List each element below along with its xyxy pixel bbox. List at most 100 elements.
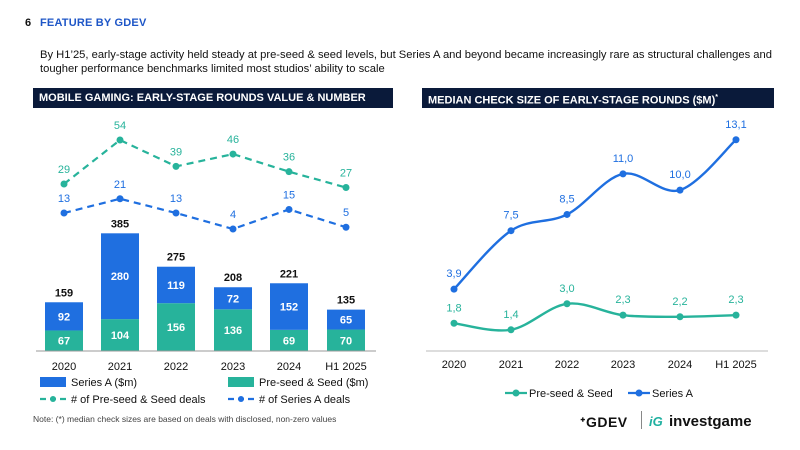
bar-label-series-a: 280 xyxy=(111,271,129,283)
bar-label-preseed: 70 xyxy=(340,335,352,347)
investgame-logo-mark: iG xyxy=(649,414,663,429)
point-label: 3,0 xyxy=(559,283,574,295)
point-label: 13 xyxy=(58,193,70,205)
investgame-logo: investgame xyxy=(669,413,752,430)
legend-marker-of-series-a-deals xyxy=(238,396,244,402)
point-pre-seed-seed xyxy=(676,313,684,321)
x-tick-label: 2022 xyxy=(164,361,188,373)
legend-label-of-series-a-deals: # of Series A deals xyxy=(259,394,351,406)
point-label: 2,3 xyxy=(615,294,630,306)
point-pre-seed-seed xyxy=(619,311,627,319)
x-tick-label: 2020 xyxy=(442,359,466,371)
point-series-a xyxy=(450,285,458,293)
point-series-a xyxy=(507,227,515,235)
point-label: 8,5 xyxy=(559,193,574,205)
point-of-pre-seed-seed-deals xyxy=(285,168,293,176)
point-label: 29 xyxy=(58,164,70,176)
legend-swatch-series-a-m xyxy=(40,377,66,387)
point-pre-seed-seed xyxy=(563,300,571,308)
point-label: 1,4 xyxy=(503,309,518,321)
bar-preseed-2021 xyxy=(101,319,139,351)
x-tick-label: 2024 xyxy=(668,359,692,371)
x-tick-label: 2022 xyxy=(555,359,579,371)
legend-marker-of-pre-seed-seed-deals xyxy=(50,396,56,402)
bar-label-series-a: 92 xyxy=(58,311,70,323)
point-of-pre-seed-seed-deals xyxy=(116,136,124,144)
footnote: Note: (*) median check sizes are based o… xyxy=(33,414,337,424)
summary-text: By H1’25, early-stage activity held stea… xyxy=(40,49,772,75)
bar-label-preseed: 67 xyxy=(58,336,70,348)
point-series-a xyxy=(676,186,684,194)
x-tick-label: 2020 xyxy=(52,361,76,373)
point-series-a xyxy=(732,136,740,144)
x-tick-label: 2021 xyxy=(108,361,132,373)
point-label: 7,5 xyxy=(503,210,518,222)
bar-series-a-2023 xyxy=(214,287,252,310)
bar-preseed-h1-2025 xyxy=(327,329,365,351)
point-of-pre-seed-seed-deals xyxy=(60,180,68,188)
legend-marker-pre-seed-seed xyxy=(512,389,520,397)
point-label: 54 xyxy=(114,120,126,132)
legend-label-pre-seed-seed-m: Pre-seed & Seed ($m) xyxy=(259,377,368,389)
bar-label-series-a: 72 xyxy=(227,293,239,305)
point-label: 15 xyxy=(283,189,295,201)
point-label: 46 xyxy=(227,134,239,146)
bar-label-preseed: 104 xyxy=(111,330,130,342)
bar-preseed-2024 xyxy=(270,329,308,351)
point-of-series-a-deals xyxy=(116,195,124,203)
point-label: 1,8 xyxy=(446,302,461,314)
gdev-logo: ᐩGDEV xyxy=(580,414,628,430)
legend-label-series-a: Series A xyxy=(652,388,694,400)
bar-series-a-2024 xyxy=(270,283,308,330)
bar-preseed-2020 xyxy=(45,330,83,351)
point-label: 5 xyxy=(343,207,349,219)
line-of-pre-seed-seed-deals xyxy=(63,138,347,189)
right-chart-title-mark: * xyxy=(715,94,718,101)
point-label: 11,0 xyxy=(613,153,634,165)
point-series-a xyxy=(619,170,627,178)
bar-label-series-a: 119 xyxy=(167,280,185,292)
point-label: 4 xyxy=(230,209,236,221)
x-tick-label: H1 2025 xyxy=(715,359,757,371)
point-of-series-a-deals xyxy=(342,223,350,231)
point-of-series-a-deals xyxy=(60,209,68,217)
x-tick-label: 2021 xyxy=(499,359,523,371)
point-pre-seed-seed xyxy=(450,319,458,327)
section-title: FEATURE BY GDEV xyxy=(40,17,147,29)
bar-total-label: 385 xyxy=(111,218,129,230)
bar-series-a-h1-2025 xyxy=(327,309,365,330)
bar-total-label: 159 xyxy=(55,287,73,299)
bar-total-label: 275 xyxy=(167,252,185,264)
point-label: 21 xyxy=(114,179,126,191)
point-of-pre-seed-seed-deals xyxy=(229,150,237,158)
bar-label-series-a: 65 xyxy=(340,315,352,327)
point-label: 36 xyxy=(283,152,295,164)
x-tick-label: 2023 xyxy=(221,361,245,373)
left-chart-title: MOBILE GAMING: EARLY-STAGE ROUNDS VALUE … xyxy=(33,88,393,108)
bar-preseed-2023 xyxy=(214,309,252,351)
point-label: 13 xyxy=(170,193,182,205)
line-of-series-a-deals xyxy=(63,197,347,231)
line-series-a xyxy=(453,138,737,291)
legend-label-pre-seed-seed: Pre-seed & Seed xyxy=(529,388,613,400)
point-label: 2,3 xyxy=(728,294,743,306)
legend-swatch-pre-seed-seed-m xyxy=(228,377,254,387)
point-pre-seed-seed xyxy=(732,311,740,319)
x-tick-label: 2024 xyxy=(277,361,301,373)
x-tick-label: 2023 xyxy=(611,359,635,371)
point-label: 2,2 xyxy=(672,296,687,308)
line-pre-seed-seed xyxy=(453,302,737,332)
legend-marker-series-a xyxy=(635,389,643,397)
bar-total-label: 221 xyxy=(280,268,298,280)
point-label: 3,9 xyxy=(446,268,461,280)
legend-label-series-a-m: Series A ($m) xyxy=(71,377,137,389)
bar-series-a-2022 xyxy=(157,266,195,304)
point-label: 27 xyxy=(340,168,352,180)
bar-total-label: 208 xyxy=(224,272,242,284)
right-chart-title: MEDIAN CHECK SIZE OF EARLY-STAGE ROUNDS … xyxy=(422,88,774,108)
bar-series-a-2021 xyxy=(101,233,139,320)
legend-label-of-pre-seed-seed-deals: # of Pre-seed & Seed deals xyxy=(71,394,206,406)
point-of-series-a-deals xyxy=(229,225,237,233)
bar-series-a-2020 xyxy=(45,302,83,331)
